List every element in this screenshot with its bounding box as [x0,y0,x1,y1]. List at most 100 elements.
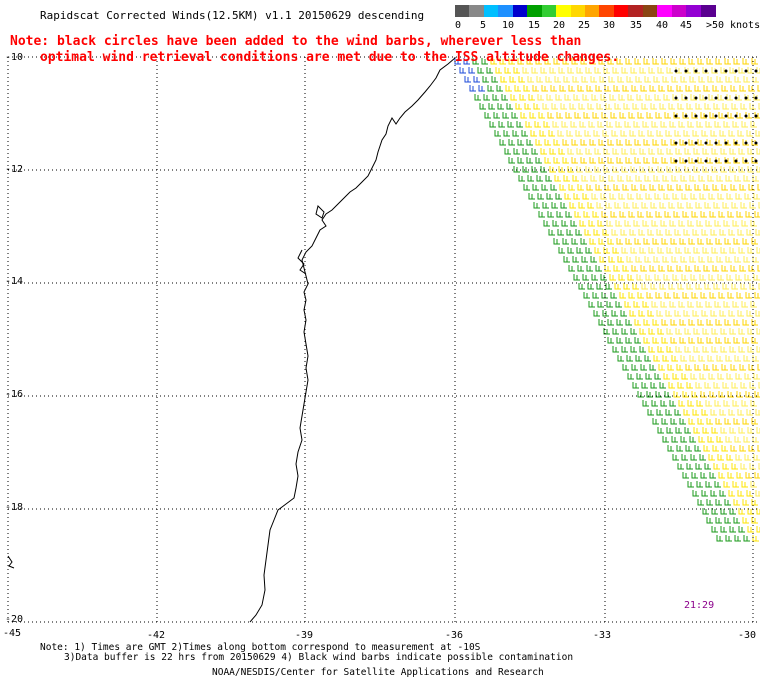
wind-barb [708,94,715,101]
wind-barb [740,103,747,110]
wind-barb [743,535,750,542]
wind-barb [747,526,754,533]
legend-swatch [613,5,629,17]
wind-barb [645,193,652,200]
wind-barb [484,112,491,119]
wind-barb [591,193,598,200]
wind-barb [640,364,647,371]
wind-barb [721,265,728,272]
wind-barb [605,283,612,290]
wind-barb [678,301,685,308]
quality-flag-dot [704,114,708,118]
wind-barb [724,499,731,506]
wind-barb [576,166,583,173]
wind-barb [708,193,715,200]
pass-time-label: 21:29 [684,600,715,611]
wind-barb [616,319,623,326]
quality-flag-dot [684,159,688,163]
wind-barb [710,490,717,497]
wind-barb [711,328,718,335]
wind-barb [583,112,590,119]
wind-barb [753,373,760,380]
wind-barb [701,310,708,317]
wind-barb [690,454,697,461]
wind-barb [674,229,681,236]
wind-barb [667,85,674,92]
wind-barb [508,58,515,65]
wind-barb [756,508,760,515]
wind-barb [669,301,676,308]
wind-barb [583,211,590,218]
wind-barb [707,76,714,83]
wind-barb [699,454,706,461]
quality-flag-dot [694,159,698,163]
wind-barb [677,382,684,389]
coastline-islet [7,555,15,569]
wind-barb [676,184,683,191]
wind-barb [481,58,488,65]
lon-label-30: -30 [738,630,757,641]
wind-barb [643,238,650,245]
wind-barb [616,337,623,344]
wind-barb [689,76,696,83]
wind-barb [508,157,515,164]
wind-barb [738,346,745,353]
wind-barb [625,337,632,344]
wind-barb [684,328,691,335]
lat-label-16: -16 [5,389,24,400]
quality-flag-dot [754,114,758,118]
wind-barb [748,265,755,272]
wind-barb [637,112,644,119]
wind-barb [717,193,724,200]
wind-barb [686,463,693,470]
wind-barb [598,58,605,65]
wind-barb [510,94,517,101]
quality-flag-dot [704,159,708,163]
wind-barb [701,409,708,416]
wind-barb [685,184,692,191]
wind-barb [617,355,624,362]
legend-swatch [455,5,470,17]
wind-barb [666,328,673,335]
wind-barb [574,211,581,218]
wind-barb [612,346,619,353]
wind-barb [646,391,653,398]
wind-barb [754,292,760,299]
wind-barb [610,292,617,299]
wind-barb [472,58,479,65]
wind-barb [674,409,681,416]
wind-barb [585,148,592,155]
quality-flag-dot [714,69,718,73]
wind-barb [713,283,720,290]
wind-barb [509,76,516,83]
wind-barb [627,373,634,380]
wind-barb [724,157,731,164]
wind-barb [621,166,628,173]
wind-barb [604,184,611,191]
wind-barb [669,220,676,227]
wind-barb [694,85,701,92]
wind-barb [665,130,672,137]
wind-barb [611,229,618,236]
wind-barb [734,535,741,542]
wind-barb [487,85,494,92]
wind-barb [684,166,691,173]
wind-barb [716,355,723,362]
wind-barb [690,193,697,200]
wind-barb [552,121,559,128]
wind-barb [755,229,760,236]
wind-barb [630,67,637,74]
wind-barb [711,148,718,155]
wind-barb [506,103,513,110]
wind-barb [591,274,598,281]
wind-barb [679,337,686,344]
wind-barb [577,184,584,191]
wind-barb [620,229,627,236]
wind-barb [596,103,603,110]
wind-barb [535,157,542,164]
wind-barb [731,202,738,209]
wind-barb [500,76,507,83]
wind-barb [716,76,723,83]
quality-flag-dot [734,159,738,163]
wind-barb [553,238,560,245]
